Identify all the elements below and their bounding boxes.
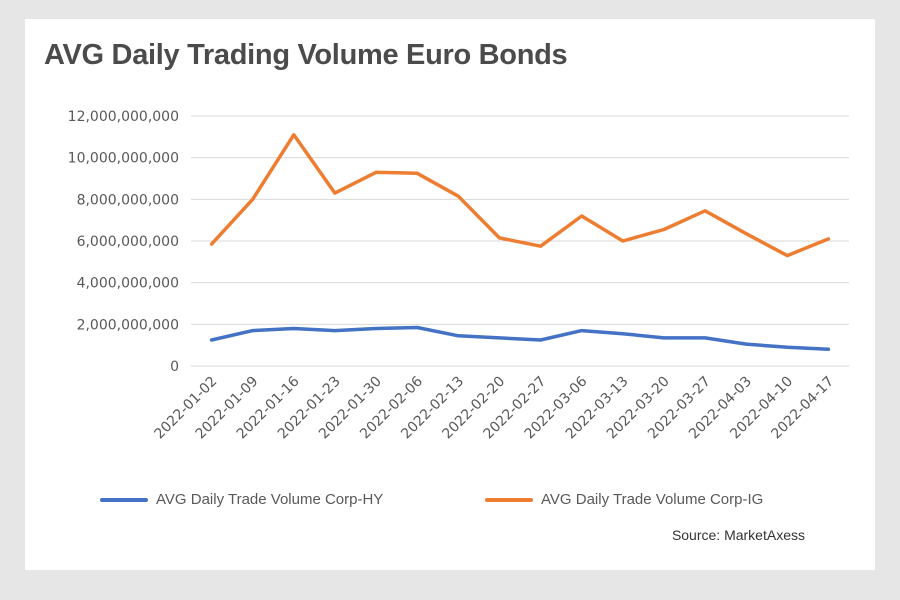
line-chart: 0 2,000,000,000 4,000,000,000 6,000,000,000…	[68, 109, 849, 442]
y-tick-label: 12,000,000,000	[68, 109, 179, 125]
legend-swatch-ig	[485, 497, 533, 502]
chart-legend: AVG Daily Trade Volume Corp-HY AVG Daily…	[100, 491, 820, 515]
legend-swatch-hy	[100, 497, 148, 502]
y-tick-label: 10,000,000,000	[68, 151, 179, 167]
series-line-ig	[209, 133, 831, 258]
series-line-hy	[209, 325, 831, 352]
y-tick-label: 4,000,000,000	[77, 276, 179, 292]
y-tick-label: 2,000,000,000	[77, 317, 179, 333]
legend-item-hy: AVG Daily Trade Volume Corp-HY	[100, 491, 383, 508]
y-tick-label: 8,000,000,000	[77, 192, 179, 208]
source-note: Source: MarketAxess	[671, 527, 805, 543]
legend-label-ig: AVG Daily Trade Volume Corp-IG	[541, 491, 764, 508]
legend-item-ig: AVG Daily Trade Volume Corp-IG	[485, 491, 763, 508]
y-tick-label: 0	[170, 359, 179, 375]
y-tick-label: 6,000,000,000	[77, 234, 179, 250]
legend-label-hy: AVG Daily Trade Volume Corp-HY	[156, 491, 384, 508]
chart-title: AVG Daily Trading Volume Euro Bonds	[44, 39, 568, 71]
chart-card: AVG Daily Trading Volume Euro Bonds 0 2,0…	[25, 19, 875, 570]
